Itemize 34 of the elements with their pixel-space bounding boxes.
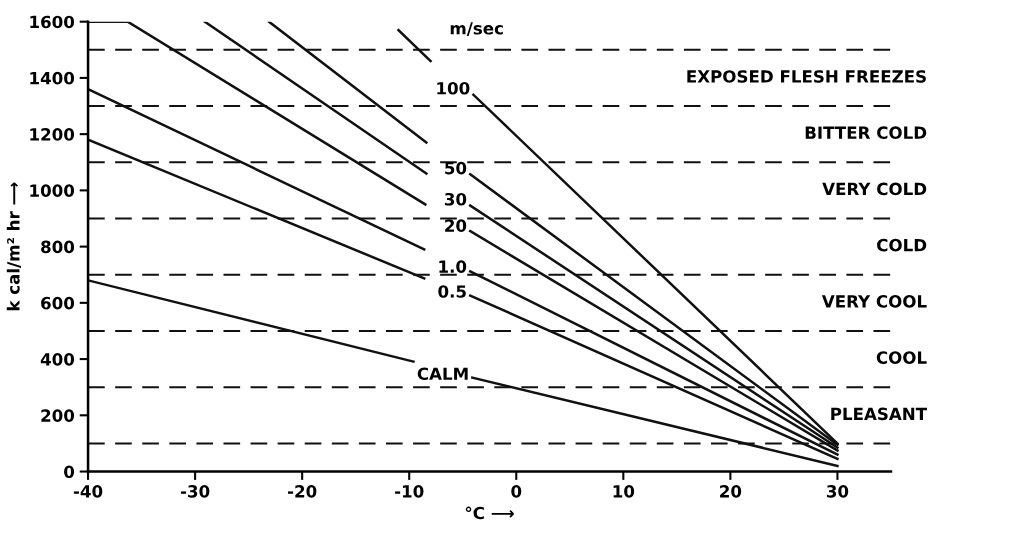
y-axis-title: k cal/m² hr ⟶ — [6, 182, 22, 311]
annotation: m/sec — [450, 22, 503, 36]
y-tick-label: 600 — [41, 296, 75, 310]
y-tick-label: 1600 — [30, 15, 75, 29]
ref-line-label: VERY COLD — [822, 182, 927, 196]
ref-line-label: EXPOSED FLESH FREEZES — [687, 70, 926, 83]
ref-line-label: COLD — [877, 238, 927, 252]
x-tick-label: 0 — [511, 485, 522, 498]
ref-line-label: PLEASANT — [831, 407, 927, 421]
y-tick-label: 1000 — [30, 184, 75, 197]
series-label: 100 — [437, 81, 470, 95]
ref-line-label: COOL — [876, 351, 927, 364]
x-axis-title: °C ⟶ — [465, 506, 514, 520]
y-tick-label: 400 — [40, 353, 75, 366]
x-tick-label: -40 — [73, 485, 103, 498]
y-tick-label: 200 — [41, 409, 75, 422]
x-tick-label: -10 — [395, 485, 424, 498]
x-tick-label: 10 — [613, 485, 635, 498]
y-tick-label: 0 — [64, 465, 75, 479]
x-tick-label: 20 — [720, 485, 742, 498]
x-tick-label: -20 — [288, 485, 317, 498]
series-label: 0.5 — [438, 285, 466, 298]
ref-line-label: BITTER COLD — [805, 126, 927, 139]
ref-line-label: VERY COOL — [821, 295, 927, 308]
y-tick-label: 800 — [41, 240, 75, 254]
series-label: 20 — [445, 219, 467, 232]
y-tick-label: 1200 — [30, 128, 75, 141]
x-tick-label: 30 — [826, 485, 849, 498]
y-tick-label: 1400 — [30, 71, 75, 85]
x-tick-label: -30 — [180, 485, 210, 498]
series-label: 1.0 — [439, 260, 467, 273]
series-label: 50 — [445, 161, 467, 175]
series-label: CALM — [417, 367, 468, 381]
series-label: 30 — [444, 192, 467, 206]
